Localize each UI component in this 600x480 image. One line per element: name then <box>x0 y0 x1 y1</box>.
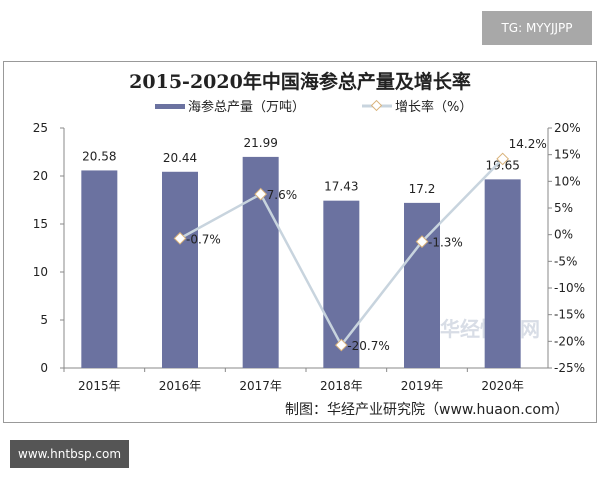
growth-marker <box>173 232 187 245</box>
bar-value-label: 17.2 <box>409 182 436 196</box>
y-left-tick-label: 25 <box>33 121 48 135</box>
x-tick-label: 2018年 <box>320 379 363 393</box>
legend-line-marker <box>370 99 383 112</box>
y-left-tick-label: 15 <box>33 217 48 231</box>
y-left-tick-label: 10 <box>33 265 48 279</box>
bar <box>162 171 198 368</box>
y-right-tick-label: 0% <box>554 228 573 242</box>
bar-value-label: 17.43 <box>324 180 358 194</box>
growth-value-label: -20.7% <box>347 339 389 353</box>
bar <box>81 170 118 368</box>
x-tick-label: 2019年 <box>401 379 444 393</box>
y-right-tick-label: -20% <box>554 334 585 348</box>
y-right-tick-label: 5% <box>554 201 573 215</box>
growth-marker <box>415 235 429 248</box>
x-tick-label: 2016年 <box>159 379 202 393</box>
y-right-tick-label: -25% <box>554 361 585 375</box>
growth-value-label: -1.3% <box>428 236 463 250</box>
growth-marker <box>334 338 348 352</box>
y-right-tick-label: 15% <box>554 148 581 162</box>
y-right-tick-label: -15% <box>554 308 585 322</box>
x-tick-label: 2017年 <box>239 379 282 393</box>
bar <box>484 179 521 368</box>
tg-badge: TG: MYYJJPP <box>482 11 592 45</box>
growth-marker <box>496 152 510 166</box>
x-tick-label: 2020年 <box>481 379 524 393</box>
y-left-tick-label: 0 <box>40 361 48 375</box>
growth-value-label: -0.7% <box>186 232 221 246</box>
x-tick-label: 2015年 <box>78 379 121 393</box>
source-note: 制图：华经产业研究院（www.huaon.com） <box>285 402 569 418</box>
growth-marker <box>254 187 268 201</box>
legend-line-label: 增长率（%） <box>395 99 472 115</box>
legend-bar-swatch <box>155 104 185 109</box>
y-left-tick-label: 5 <box>40 313 48 327</box>
bar-value-label: 21.99 <box>243 136 277 150</box>
chart-title: 2015-2020年中国海参总产量及增长率 <box>129 70 471 93</box>
growth-value-label: 7.6% <box>267 188 298 202</box>
bar-value-label: 20.44 <box>163 151 197 165</box>
watermark-url: www.hntbsp.com <box>10 440 130 468</box>
y-right-tick-label: -10% <box>554 281 585 295</box>
y-right-tick-label: 10% <box>554 174 581 188</box>
y-right-tick-label: -5% <box>554 254 577 268</box>
y-left-tick-label: 20 <box>33 169 48 183</box>
y-right-tick-label: 20% <box>554 121 581 135</box>
legend-bar-label: 海参总产量（万吨） <box>188 99 305 115</box>
growth-value-label: 14.2% <box>509 137 547 151</box>
bar-value-label: 20.58 <box>82 149 116 163</box>
